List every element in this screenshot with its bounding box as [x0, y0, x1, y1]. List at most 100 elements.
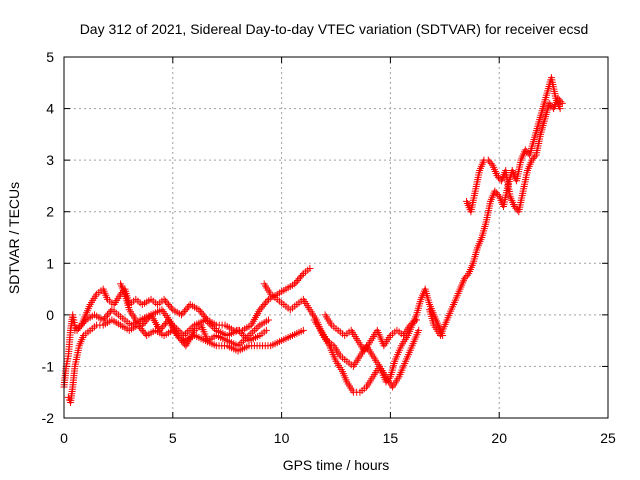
data-point [195, 306, 203, 314]
data-markers [60, 74, 566, 407]
data-point [234, 342, 242, 350]
data-point [545, 99, 553, 107]
data-point [99, 316, 107, 324]
data-point [296, 273, 304, 281]
data-point [104, 311, 112, 319]
data-point [178, 311, 186, 319]
data-point [295, 275, 303, 283]
data-point [157, 325, 165, 333]
data-point [159, 323, 167, 331]
data-point [298, 271, 306, 279]
data-point [243, 333, 251, 341]
data-point [164, 301, 172, 309]
data-point [523, 148, 531, 156]
data-point [189, 323, 197, 331]
x-axis-label: GPS time / hours [283, 457, 390, 473]
data-point [484, 156, 492, 164]
data-point [156, 326, 164, 334]
data-point [492, 189, 500, 197]
data-point [180, 307, 188, 315]
data-point [178, 337, 186, 345]
data-point [199, 311, 207, 319]
data-point [201, 313, 209, 321]
data-point [547, 101, 555, 109]
data-point [201, 316, 209, 324]
data-point [245, 331, 253, 339]
x-tick-label: 15 [383, 430, 399, 446]
x-tick-label: 25 [600, 430, 616, 446]
x-tick-label: 20 [491, 430, 507, 446]
y-tick-label: 5 [46, 49, 54, 65]
data-point [183, 304, 191, 312]
data-point [493, 172, 501, 180]
data-point [462, 273, 470, 281]
data-point [241, 335, 249, 343]
data-point [306, 264, 314, 272]
data-point [256, 306, 264, 314]
data-point [460, 275, 468, 283]
data-point [175, 333, 183, 341]
x-tick-label: 10 [274, 430, 290, 446]
data-point [163, 299, 171, 307]
data-point [138, 321, 146, 329]
y-tick-label: 2 [46, 204, 54, 220]
series-track-g [321, 311, 421, 355]
data-point [494, 191, 502, 199]
chart-title: Day 312 of 2021, Sidereal Day-to-day VTE… [80, 21, 589, 37]
y-tick-label: 4 [46, 101, 54, 117]
grid-lines [64, 57, 608, 418]
data-point [259, 302, 267, 310]
data-point [254, 323, 262, 331]
data-point [105, 309, 113, 317]
x-tick-labels: 0 5 10 15 20 25 [60, 430, 616, 446]
data-point [556, 105, 564, 113]
data-point [173, 331, 181, 339]
data-point [196, 307, 204, 315]
data-point [77, 321, 85, 329]
data-point [299, 326, 307, 334]
data-point [528, 156, 536, 164]
data-point [143, 316, 151, 324]
data-point [529, 154, 537, 162]
y-tick-label: 3 [46, 152, 54, 168]
data-point [183, 328, 191, 336]
data-point [140, 319, 148, 327]
y-tick-labels: -2 -1 0 1 2 3 4 5 [42, 49, 55, 426]
data-point [263, 297, 271, 305]
data-point [512, 204, 520, 212]
y-tick-label: 0 [46, 307, 54, 323]
data-point [250, 326, 258, 334]
data-point [211, 325, 219, 333]
data-point [160, 295, 168, 303]
data-point [486, 158, 494, 166]
data-point [236, 340, 244, 348]
data-point [101, 314, 109, 322]
y-axis-label: SDTVAR / TECUs [6, 182, 22, 294]
data-point [247, 330, 255, 338]
data-point [181, 330, 189, 338]
data-point [167, 304, 175, 312]
data-point [141, 318, 149, 326]
data-point [135, 323, 143, 331]
data-point [207, 321, 215, 329]
series-track-d [117, 280, 273, 350]
data-point [257, 304, 265, 312]
data-point [292, 278, 300, 286]
series-track-a [60, 264, 314, 391]
data-point [79, 319, 87, 327]
data-point [234, 326, 242, 334]
data-point [491, 187, 499, 195]
data-point [249, 328, 257, 336]
data-point [80, 318, 88, 326]
data-point [415, 326, 423, 334]
data-point [205, 319, 213, 327]
data-point [238, 330, 246, 338]
y-tick-label: -2 [42, 410, 55, 426]
plot-frame [63, 56, 609, 419]
x-tick-label: 0 [60, 430, 68, 446]
data-point [554, 94, 562, 102]
data-point [179, 309, 187, 317]
data-point [521, 146, 529, 154]
